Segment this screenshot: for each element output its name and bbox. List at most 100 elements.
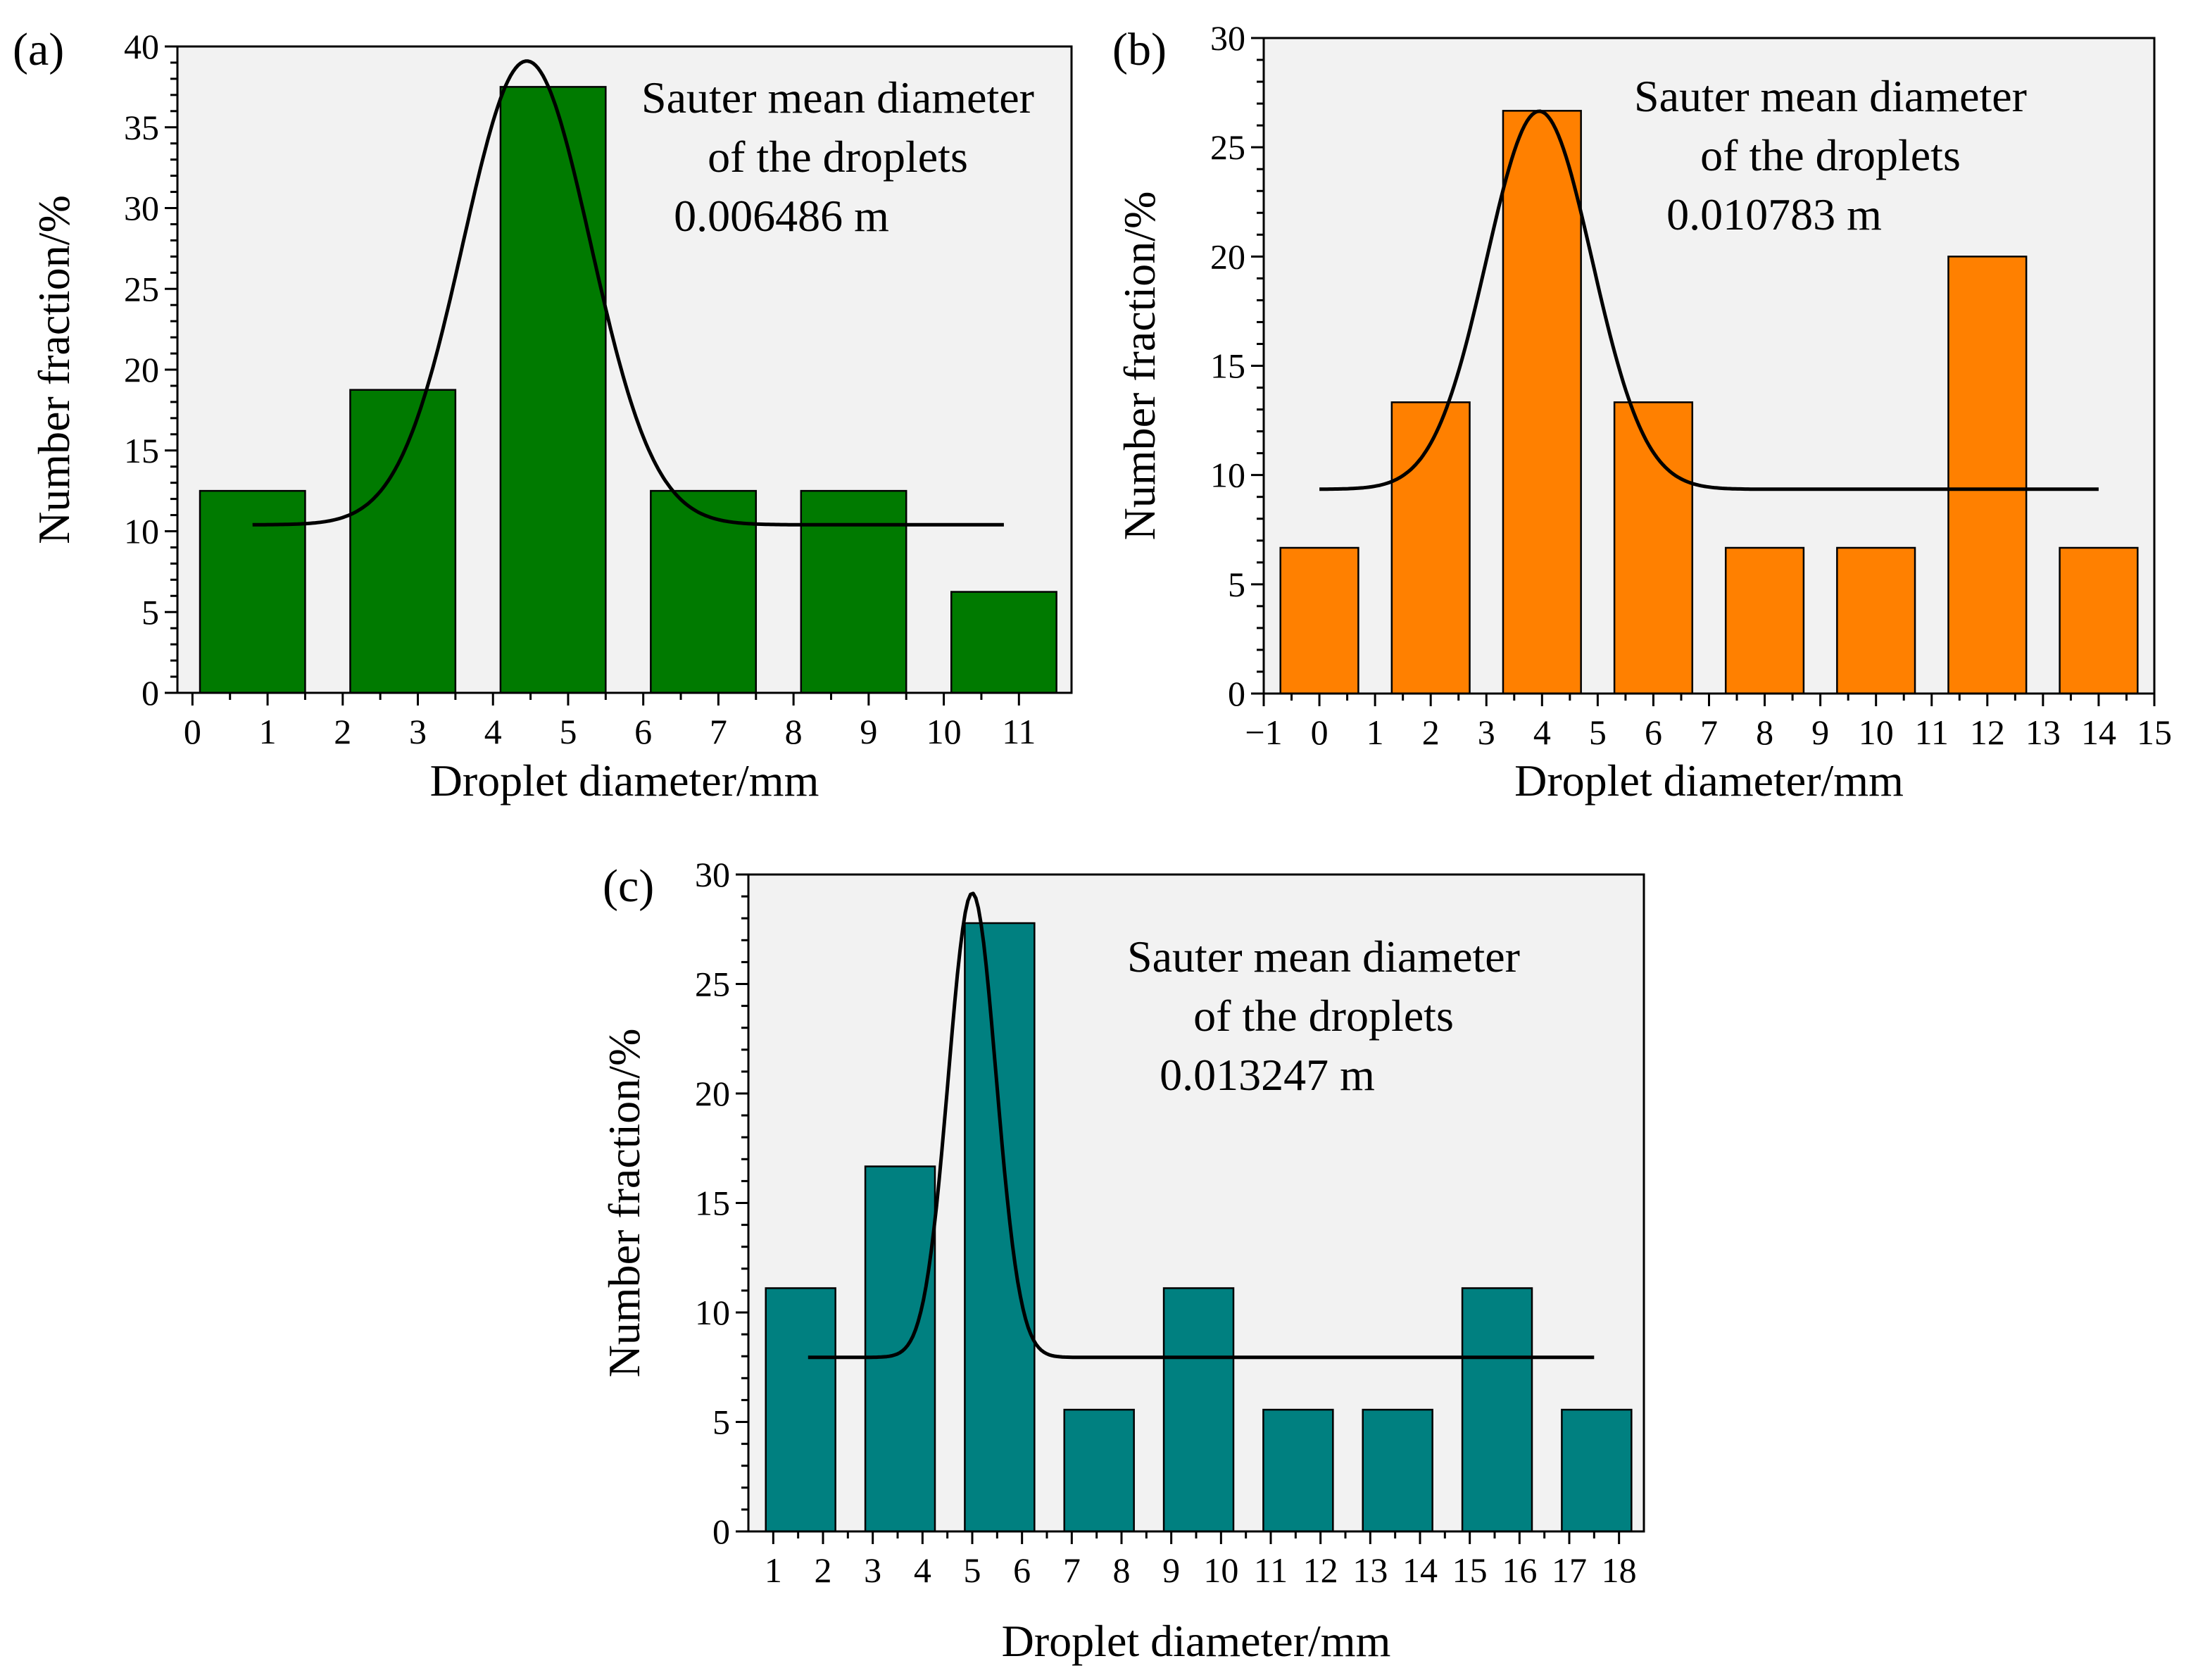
x-tick-label: 8 bbox=[785, 712, 803, 751]
bar-a-5 bbox=[800, 489, 907, 694]
x-tick-label: 11 bbox=[1915, 713, 1949, 752]
x-tick-label: 15 bbox=[2137, 713, 2172, 752]
y-tick-label: 30 bbox=[124, 189, 159, 228]
x-tick-label: 0 bbox=[184, 712, 201, 751]
y-tick-label: 0 bbox=[142, 673, 159, 713]
x-tick-label: 13 bbox=[1352, 1550, 1388, 1590]
chart-panel-b: −1 0 1 2 3 4 5 6 7 8 9 10 11 12 13 14 15051015202530Drop… bbox=[1112, 18, 2172, 805]
x-tick-label: 2 bbox=[815, 1550, 832, 1590]
y-tick-label: 40 bbox=[124, 27, 159, 66]
x-tick-label: 10 bbox=[1859, 713, 1894, 752]
x-tick-label: 11 bbox=[1254, 1550, 1288, 1590]
x-tick-label: 10 bbox=[1203, 1550, 1238, 1590]
x-axis-title: Droplet diameter/mm bbox=[1514, 756, 1904, 805]
y-tick-label: 15 bbox=[124, 431, 159, 470]
x-tick-label: 1 bbox=[1367, 713, 1384, 752]
y-tick-label: 35 bbox=[124, 108, 159, 147]
annotation-line-1: Sauter mean diameter bbox=[1634, 71, 2027, 121]
annotation-line-2: of the droplets bbox=[1700, 130, 1961, 180]
x-tick-label: 6 bbox=[1645, 713, 1662, 752]
bar-b-6 bbox=[1836, 546, 1916, 695]
gaussian-fit-line bbox=[252, 59, 1004, 527]
bar-a-3 bbox=[499, 86, 607, 694]
x-tick-label: 4 bbox=[484, 712, 502, 751]
annotation-line-1: Sauter mean diameter bbox=[1127, 932, 1520, 982]
y-tick-label: 5 bbox=[1228, 565, 1245, 604]
x-tick-label: 10 bbox=[926, 712, 962, 751]
x-tick-label: 11 bbox=[1002, 712, 1036, 751]
bar-b-4 bbox=[1613, 401, 1694, 695]
y-tick-label: 5 bbox=[712, 1403, 730, 1442]
gaussian-fit-line bbox=[808, 891, 1595, 1360]
x-tick-label: 5 bbox=[964, 1550, 981, 1590]
annotation-line-3: 0.013247 m bbox=[1160, 1050, 1375, 1100]
x-tick-label: 12 bbox=[1970, 713, 2005, 752]
x-tick-label: 14 bbox=[2081, 713, 2116, 752]
x-tick-label: 7 bbox=[710, 712, 727, 751]
panel-label: (c) bbox=[603, 860, 654, 912]
x-tick-label: 14 bbox=[1402, 1550, 1438, 1590]
y-tick-label: 0 bbox=[1228, 674, 1245, 713]
bar-c-1 bbox=[765, 1287, 836, 1533]
annotation-line-2: of the droplets bbox=[708, 132, 968, 182]
bar-c-4 bbox=[1063, 1408, 1135, 1533]
y-tick-label: 5 bbox=[142, 592, 159, 632]
x-tick-label: 1 bbox=[259, 712, 277, 751]
x-tick-label: 3 bbox=[409, 712, 427, 751]
y-tick-label: 20 bbox=[124, 350, 159, 389]
annotation-line-2: of the droplets bbox=[1193, 991, 1454, 1041]
y-tick-label: 30 bbox=[1210, 18, 1245, 58]
y-tick-label: 15 bbox=[695, 1184, 730, 1223]
x-tick-label: 2 bbox=[1422, 713, 1440, 752]
x-tick-label: 6 bbox=[1013, 1550, 1031, 1590]
annotation-line-1: Sauter mean diameter bbox=[641, 73, 1034, 123]
x-tick-label: 1 bbox=[765, 1550, 782, 1590]
bar-b-1 bbox=[1279, 546, 1359, 695]
y-tick-label: 25 bbox=[695, 965, 730, 1004]
bar-b-2 bbox=[1390, 401, 1471, 695]
x-tick-label: 8 bbox=[1756, 713, 1773, 752]
x-tick-label: 2 bbox=[334, 712, 351, 751]
x-tick-label: 12 bbox=[1303, 1550, 1338, 1590]
y-axis-title: Number fraction/% bbox=[1114, 192, 1164, 541]
y-tick-label: 20 bbox=[695, 1074, 730, 1113]
bar-b-7 bbox=[1947, 256, 2028, 695]
bar-c-8 bbox=[1461, 1287, 1533, 1533]
x-axis-title: Droplet diameter/mm bbox=[1002, 1616, 1391, 1666]
chart-panel-c: 1 2 3 4 5 6 7 8 9 10 11 12 13 14 15 16 17 18051015202530D… bbox=[599, 855, 1645, 1666]
x-tick-label: 8 bbox=[1113, 1550, 1131, 1590]
bar-b-5 bbox=[1724, 546, 1805, 695]
x-tick-label: 4 bbox=[1533, 713, 1551, 752]
bar-c-6 bbox=[1262, 1408, 1334, 1533]
y-tick-label: 20 bbox=[1210, 237, 1245, 276]
x-tick-label: 3 bbox=[1478, 713, 1495, 752]
chart-panel-a: 0 1 2 3 4 5 6 7 8 9 10 11 0 5 10 15 20 25 30 35 40 Droplet di… bbox=[13, 24, 1073, 805]
x-tick-label: 3 bbox=[864, 1550, 881, 1590]
y-axis-title: Number fraction/% bbox=[599, 1029, 649, 1378]
x-tick-label: 0 bbox=[1311, 713, 1328, 752]
bar-b-8 bbox=[2059, 546, 2139, 695]
bar-a-6 bbox=[950, 591, 1057, 694]
bar-a-2 bbox=[349, 389, 457, 694]
bar-c-5 bbox=[1162, 1287, 1235, 1533]
bar-c-2 bbox=[864, 1165, 936, 1533]
x-tick-label: 5 bbox=[1589, 713, 1607, 752]
bar-b-3 bbox=[1502, 110, 1582, 695]
y-tick-label: 0 bbox=[712, 1512, 730, 1551]
bar-a-4 bbox=[650, 489, 758, 694]
x-tick-label: 6 bbox=[634, 712, 652, 751]
panel-label: (a) bbox=[13, 24, 64, 75]
x-tick-label: 4 bbox=[914, 1550, 931, 1590]
y-tick-label: 30 bbox=[695, 855, 730, 894]
gaussian-fit-line bbox=[1319, 109, 2099, 491]
bar-c-3 bbox=[964, 922, 1036, 1533]
bar-a-1 bbox=[199, 489, 306, 694]
x-axis-title: Droplet diameter/mm bbox=[430, 756, 819, 805]
x-tick-label: 17 bbox=[1552, 1550, 1587, 1590]
bar-c-7 bbox=[1362, 1408, 1433, 1533]
y-tick-label: 25 bbox=[1210, 127, 1245, 167]
x-tick-label: 16 bbox=[1502, 1550, 1537, 1590]
panel-label: (b) bbox=[1112, 24, 1167, 75]
y-tick-label: 10 bbox=[124, 512, 159, 551]
